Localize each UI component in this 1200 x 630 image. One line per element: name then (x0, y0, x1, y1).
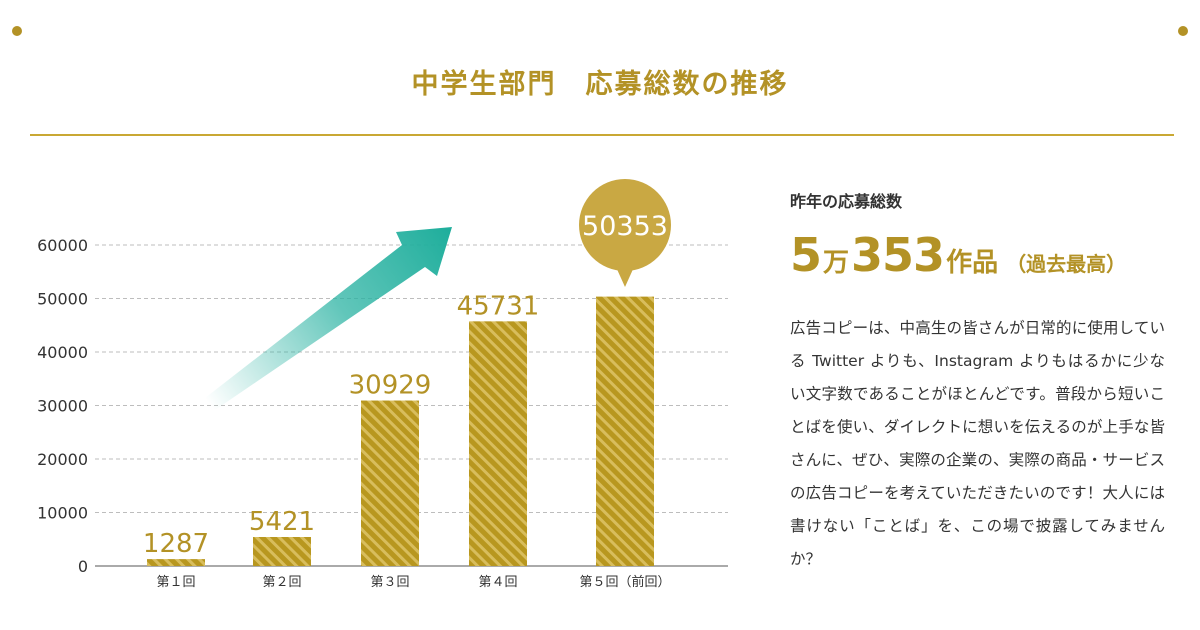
y-tick-label: 30000 (37, 397, 88, 416)
total-rest: 353 (851, 228, 945, 282)
title-divider (30, 134, 1174, 136)
x-tick-label: 第５回（前回） (579, 574, 670, 590)
x-tick-label: 第３回 (370, 575, 409, 590)
total-unit-man: 万 (823, 248, 850, 278)
side-heading: 昨年の応募総数 (790, 192, 903, 211)
x-tick-label: 第１回 (156, 575, 195, 590)
growth-arrow (205, 227, 452, 410)
data-label: 30929 (349, 371, 432, 401)
y-tick-label: 50000 (37, 290, 88, 309)
highlight-bubble (579, 179, 671, 271)
applications-bar-chart: 0 10000 20000 30000 40000 50000 60000 第１回 第２回 第３回… (37, 179, 728, 590)
total-unit: 作品 (946, 248, 999, 278)
bar (253, 536, 311, 566)
bar (469, 321, 527, 566)
data-label: 1287 (143, 529, 209, 559)
total-prefix: 5 (790, 228, 822, 282)
x-tick-label: 第４回 (478, 575, 517, 590)
decorative-dot-right (1178, 26, 1188, 36)
x-tick-label: 第２回 (262, 575, 301, 590)
total-count: 5万353作品 （過去最高） (790, 228, 1126, 282)
data-label: 50353 (582, 211, 668, 242)
decorative-dot-left (12, 26, 22, 36)
data-label: 5421 (249, 507, 315, 537)
bar (147, 559, 205, 566)
y-tick-label: 60000 (37, 236, 88, 255)
bar (596, 296, 654, 566)
y-tick-label: 40000 (37, 343, 88, 362)
y-tick-label: 10000 (37, 504, 88, 523)
description-text: 広告コピーは、中高生の皆さんが日常的に使用している Twitter よりも、In… (790, 319, 1165, 568)
page-title: 中学生部門 応募総数の推移 (411, 69, 789, 100)
y-tick-label: 20000 (37, 450, 88, 469)
total-note: （過去最高） (1006, 252, 1127, 276)
bar (361, 400, 419, 566)
highlight-bubble-pointer (616, 267, 634, 287)
data-label: 45731 (457, 291, 540, 321)
y-tick-label: 0 (78, 557, 88, 576)
